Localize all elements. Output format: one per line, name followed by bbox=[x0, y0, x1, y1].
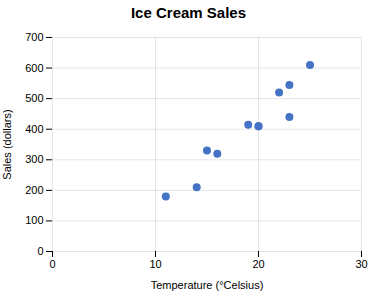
svg-text:Temperature (°Celsius): Temperature (°Celsius) bbox=[151, 279, 264, 291]
svg-text:20: 20 bbox=[252, 258, 264, 270]
svg-text:100: 100 bbox=[25, 214, 43, 226]
svg-text:500: 500 bbox=[25, 92, 43, 104]
svg-text:30: 30 bbox=[355, 258, 367, 270]
svg-text:600: 600 bbox=[25, 62, 43, 74]
svg-text:Sales (dollars): Sales (dollars) bbox=[1, 109, 13, 179]
svg-text:400: 400 bbox=[25, 123, 43, 135]
svg-text:300: 300 bbox=[25, 153, 43, 165]
svg-text:10: 10 bbox=[149, 258, 161, 270]
html-text:Ice Cream Sales: Ice Cream Sales bbox=[131, 4, 246, 21]
svg-text:700: 700 bbox=[25, 31, 43, 43]
svg-text:0: 0 bbox=[37, 245, 43, 257]
svg-text:0: 0 bbox=[49, 258, 55, 270]
svg-text:200: 200 bbox=[25, 184, 43, 196]
